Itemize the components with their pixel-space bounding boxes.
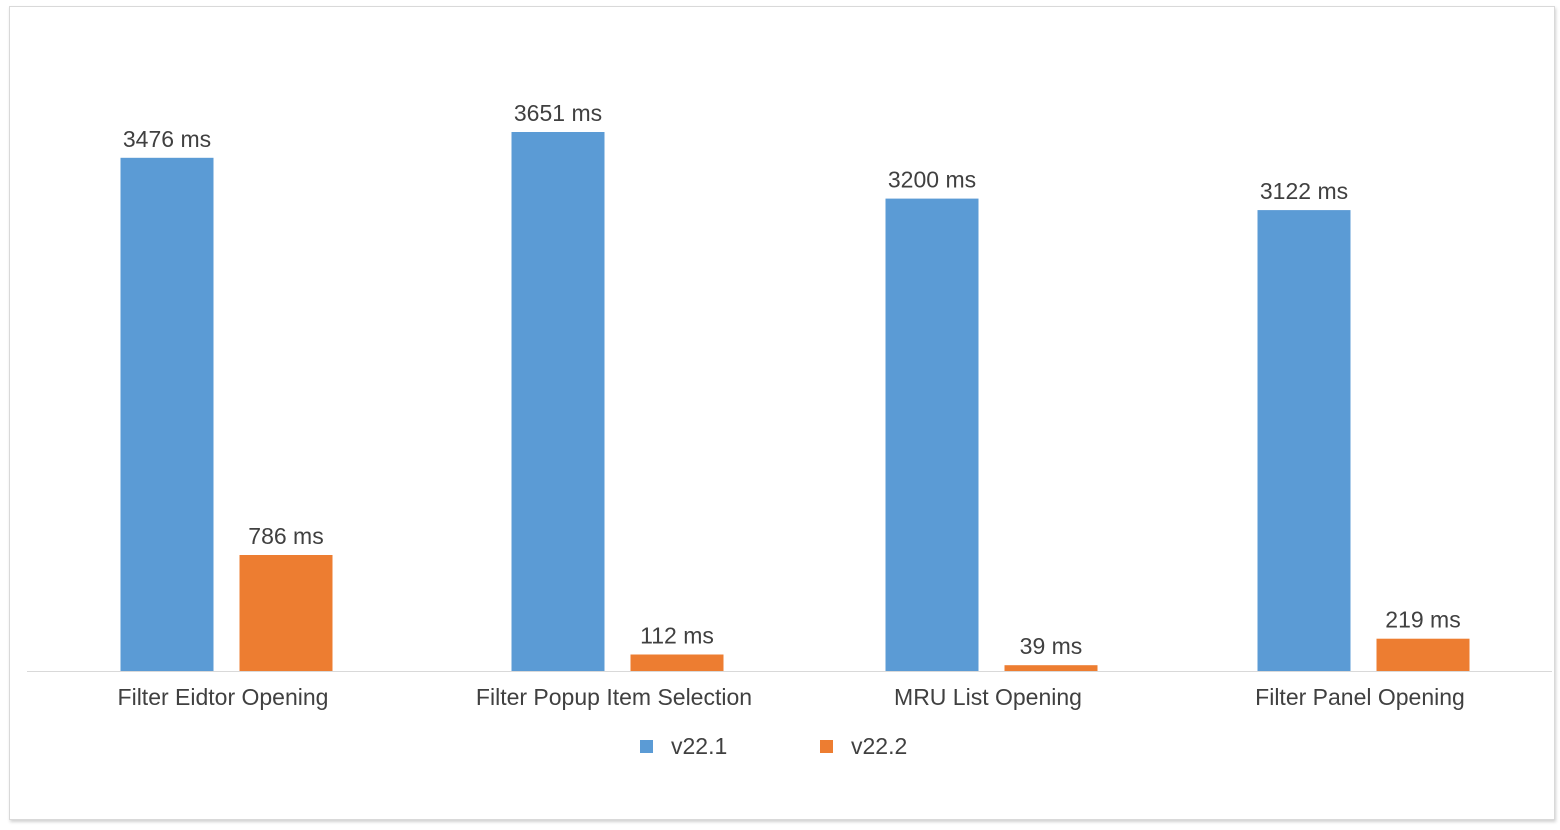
data-label-v22-2-1: 786 ms	[248, 523, 323, 549]
data-label-v22-2-3: 39 ms	[1020, 633, 1083, 659]
legend-label-v22-1: v22.1	[671, 733, 727, 759]
bar-chart: 3476 ms 3651 ms 3200 ms 3122 ms 786 ms 112 ms…	[27, 100, 1552, 759]
category-label-1: Filter Eidtor Opening	[118, 684, 329, 710]
category-labels-layer: Filter Eidtor Opening Filter Popup Item S…	[118, 684, 1465, 710]
bar-v22-1-2	[511, 132, 605, 671]
legend-label-v22-2: v22.2	[851, 733, 907, 759]
category-label-4: Filter Panel Opening	[1255, 684, 1465, 710]
bar-v22-2-1	[239, 555, 333, 671]
bar-v22-1-4	[1257, 210, 1351, 671]
legend: v22.1 v22.2	[640, 733, 907, 759]
data-label-v22-2-4: 219 ms	[1385, 607, 1460, 633]
data-label-v22-1-1: 3476 ms	[123, 126, 211, 152]
bar-v22-2-3	[1004, 665, 1098, 671]
bar-v22-1-3	[885, 198, 979, 671]
data-label-v22-1-2: 3651 ms	[514, 100, 602, 126]
bar-v22-2-2	[630, 654, 724, 671]
data-label-v22-1-4: 3122 ms	[1260, 178, 1348, 204]
data-label-v22-2-2: 112 ms	[640, 623, 714, 649]
data-label-v22-1-3: 3200 ms	[888, 167, 976, 193]
chart-frame: 3476 ms 3651 ms 3200 ms 3122 ms 786 ms 112 ms…	[9, 6, 1555, 820]
legend-swatch-v22-2	[820, 740, 833, 753]
bar-v22-2-4	[1376, 638, 1470, 671]
data-labels-layer: 3476 ms 3651 ms 3200 ms 3122 ms 786 ms 112 ms…	[123, 100, 1461, 659]
category-label-3: MRU List Opening	[894, 684, 1082, 710]
legend-swatch-v22-1	[640, 740, 653, 753]
bar-v22-1-1	[120, 157, 214, 672]
category-label-2: Filter Popup Item Selection	[476, 684, 752, 710]
bars-layer	[120, 132, 1470, 672]
